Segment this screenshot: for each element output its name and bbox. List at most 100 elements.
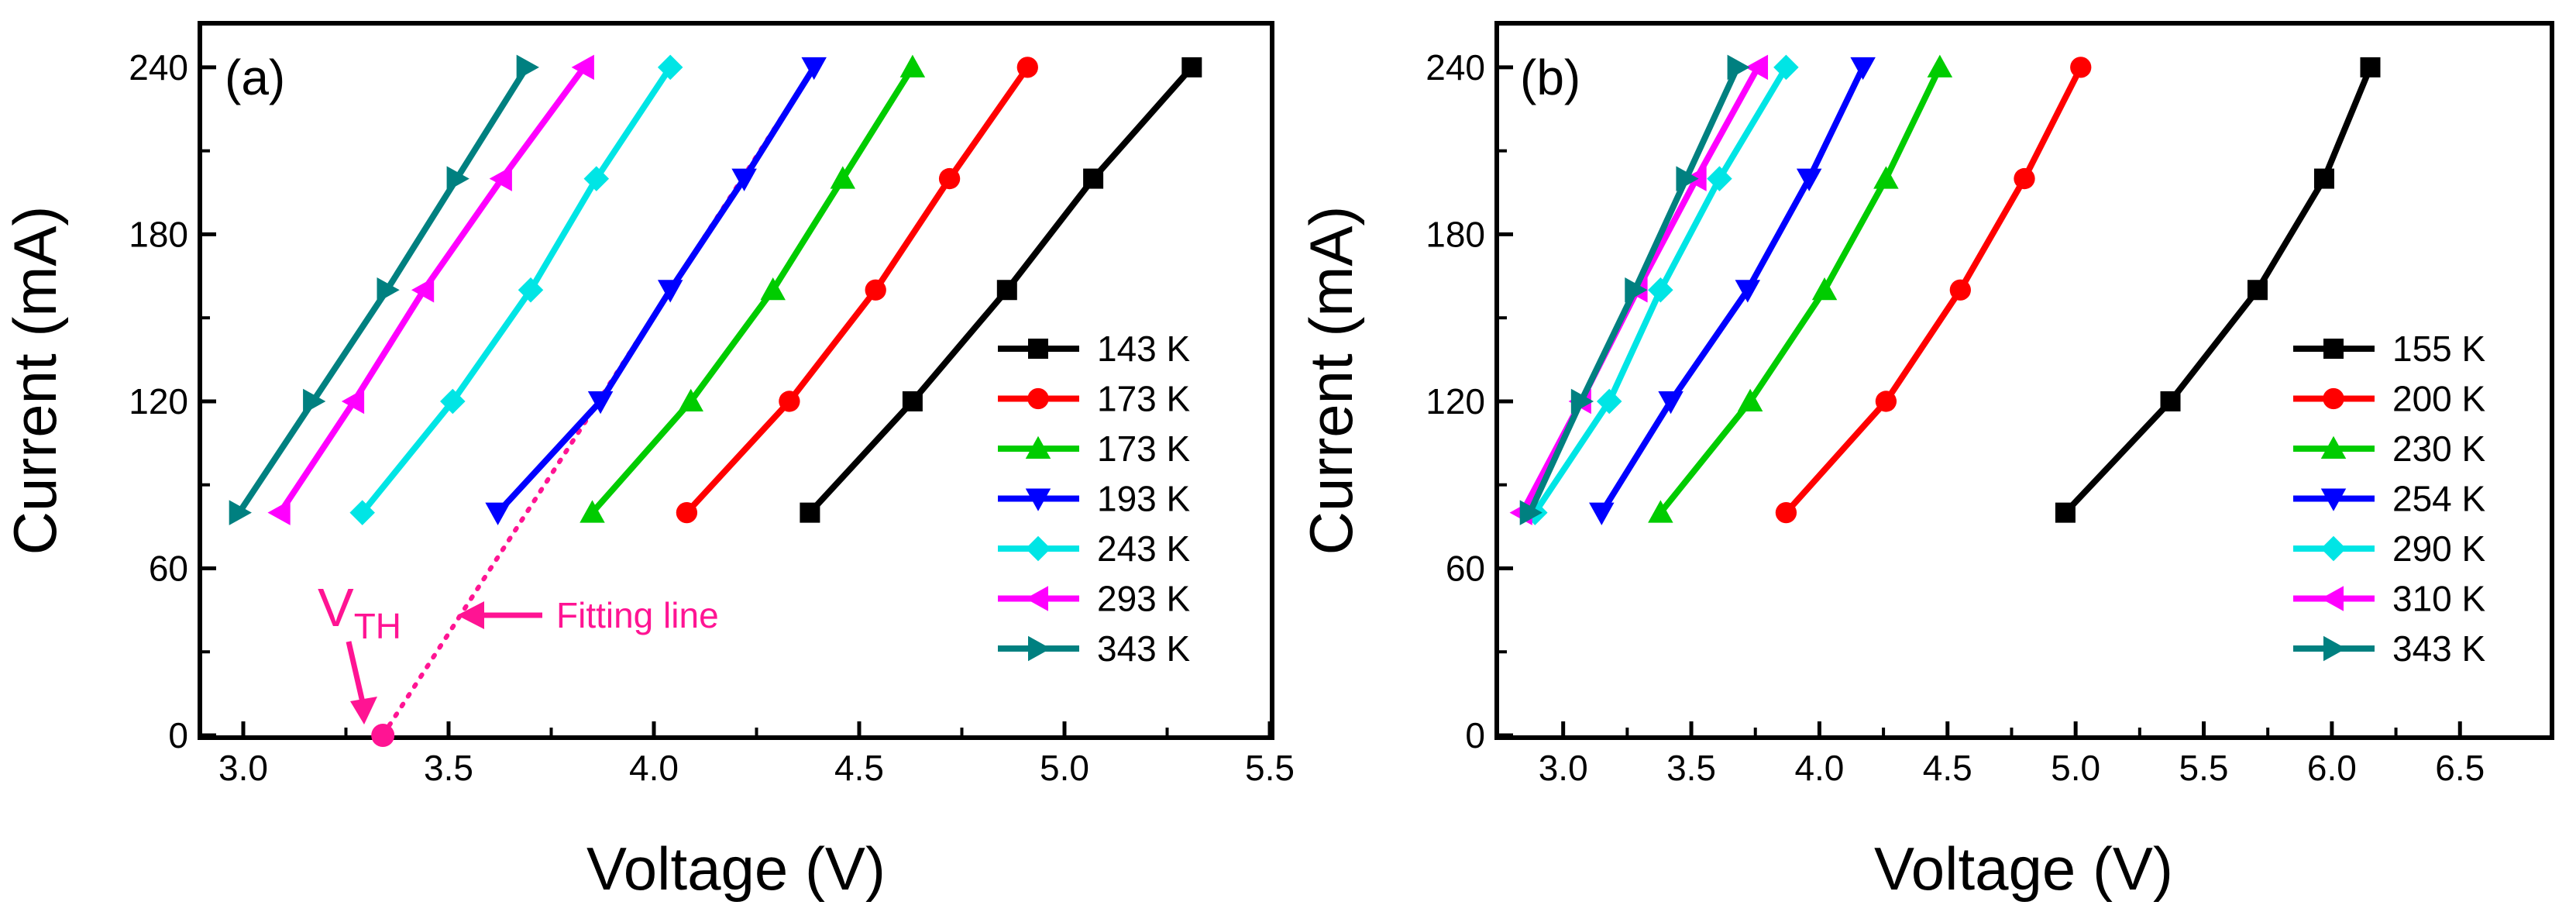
data-point	[1850, 57, 1876, 81]
data-point	[731, 168, 757, 191]
legend-marker	[1028, 339, 1048, 359]
data-point	[2070, 57, 2092, 78]
vth-subscript-text: TH	[354, 606, 401, 646]
series-143-k-0	[800, 57, 1202, 523]
legend-marker	[2320, 586, 2344, 611]
data-point	[657, 54, 683, 81]
data-point	[1773, 54, 1799, 81]
panel-a-x-axis-label: Voltage (V)	[586, 835, 886, 903]
data-point	[229, 500, 252, 525]
x-tick-label: 5.5	[1245, 748, 1295, 788]
legend-marker	[1025, 435, 1051, 459]
legend-marker	[1028, 635, 1051, 662]
data-point	[1775, 501, 1797, 524]
data-point	[1519, 500, 1543, 525]
y-tick-label: 120	[129, 381, 188, 422]
data-point	[1083, 168, 1104, 189]
legend-item: 173 K	[998, 379, 1191, 419]
legend-label: 243 K	[1097, 528, 1191, 569]
y-tick-label: 240	[1426, 47, 1485, 88]
legend-marker	[2320, 535, 2347, 562]
data-point	[341, 388, 365, 415]
series-200-k-1	[1775, 57, 2092, 524]
series-155-k-0	[2055, 57, 2381, 523]
data-point	[1589, 502, 1615, 525]
data-point	[1737, 388, 1763, 411]
legend-marker	[1025, 586, 1048, 611]
y-tick-label: 60	[1446, 548, 1485, 588]
y-tick-label: 180	[129, 214, 188, 254]
x-tick-label: 3.5	[424, 748, 473, 788]
data-point	[1648, 277, 1673, 303]
legend-item: 343 K	[2293, 628, 2486, 669]
vth-annotation: VTH	[318, 577, 401, 646]
data-point	[583, 166, 610, 191]
data-point	[1735, 280, 1761, 303]
y-tick-label: 240	[129, 47, 188, 88]
data-point	[587, 391, 614, 415]
data-point	[580, 500, 605, 523]
legend-marker	[2320, 488, 2347, 511]
legend-item: 343 K	[998, 628, 1191, 669]
vth-arrowhead	[350, 697, 377, 724]
legend-marker	[2323, 387, 2344, 410]
data-point	[518, 277, 544, 303]
y-tick-label: 60	[149, 548, 188, 588]
x-tick-label: 4.5	[834, 748, 884, 788]
data-point	[902, 391, 923, 411]
data-point	[899, 54, 926, 77]
data-point	[1181, 57, 1202, 77]
x-tick-label: 4.0	[629, 748, 679, 788]
legend-item: 310 K	[2293, 579, 2486, 619]
data-point	[446, 166, 469, 191]
data-point	[1676, 166, 1699, 191]
panel-b-series	[1509, 54, 2381, 525]
legend-label: 343 K	[2392, 628, 2486, 669]
legend-marker	[2323, 635, 2347, 662]
legend-marker	[1025, 535, 1051, 562]
data-point	[996, 280, 1017, 301]
x-tick-label: 6.5	[2435, 748, 2485, 788]
data-point	[377, 277, 400, 303]
x-tick-label: 5.5	[2179, 748, 2229, 788]
legend-item: 200 K	[2293, 379, 2486, 419]
data-point	[1016, 57, 1038, 78]
data-point	[489, 166, 512, 191]
legend-marker	[2320, 435, 2347, 459]
legend-marker	[1027, 387, 1049, 410]
series-293-k-5	[267, 54, 594, 525]
panel-b-legend: 155 K 200 K 230 K 254 K 290 K 310 K 343 K	[2293, 329, 2486, 669]
panel-a-plot-frame	[198, 21, 1274, 740]
panel-a-y-axis-label: Current (mA)	[1, 206, 69, 556]
series-343-k-6	[1519, 54, 1750, 525]
data-point	[1811, 277, 1838, 301]
data-point	[1625, 277, 1648, 303]
y-tick-label: 120	[1426, 381, 1485, 422]
data-point	[1949, 279, 1971, 301]
data-point	[2313, 168, 2334, 189]
data-point	[303, 388, 326, 415]
data-point	[1875, 391, 1897, 412]
series-254-k-3	[1589, 57, 1876, 525]
legend-item: 243 K	[998, 528, 1191, 569]
legend-marker	[1025, 488, 1051, 511]
data-point	[1873, 166, 1899, 189]
data-point	[2247, 280, 2268, 301]
legend-label: 143 K	[1097, 329, 1191, 369]
fitting-line-annotation: Fitting line	[556, 595, 719, 635]
legend-label: 193 K	[1097, 479, 1191, 519]
data-point	[516, 54, 539, 81]
legend-item: 230 K	[2293, 428, 2486, 469]
x-tick-label: 5.0	[1040, 748, 1089, 788]
series-243-k-4	[349, 54, 683, 525]
data-point	[2160, 391, 2181, 411]
series-230-k-2	[1648, 54, 1953, 523]
panel-b-ticks: 3.0 3.5 4.0 4.5 5.0 5.5 6.0 6.5 0 60 120 180 240	[1426, 47, 2485, 788]
legend-label: 230 K	[2392, 428, 2486, 469]
legend-item: 193 K	[998, 479, 1191, 519]
legend-label: 254 K	[2392, 479, 2486, 519]
panel-a-label: (a)	[225, 50, 285, 105]
panel-b-x-axis-label: Voltage (V)	[1874, 835, 2173, 903]
legend-label: 290 K	[2392, 528, 2486, 569]
